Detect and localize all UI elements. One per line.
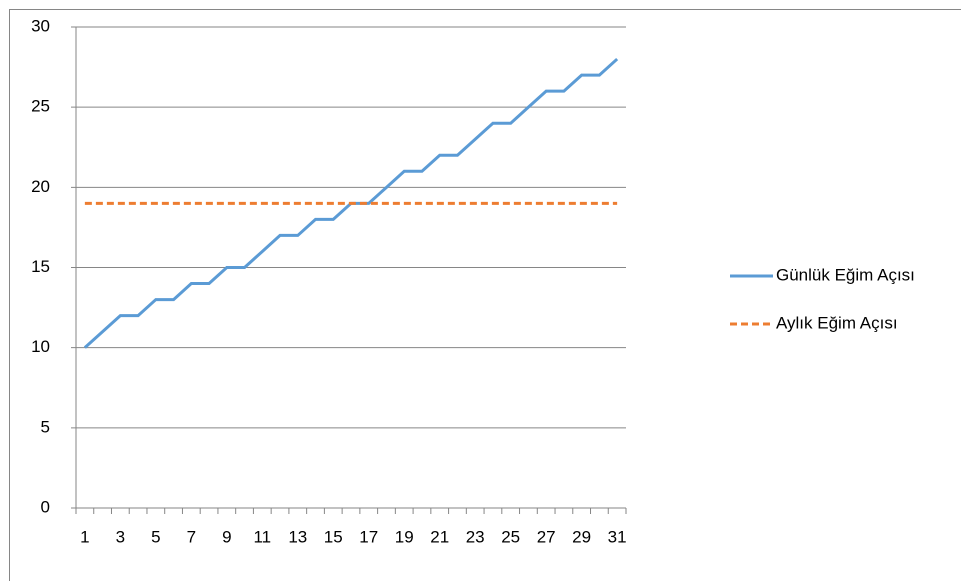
y-tick-label: 30 — [31, 16, 50, 35]
y-tick-label: 10 — [31, 337, 50, 356]
x-tick-label: 25 — [501, 527, 520, 546]
x-tick-label: 23 — [466, 527, 485, 546]
chart-border — [9, 9, 961, 581]
legend-label: Aylık Eğim Açısı — [776, 313, 898, 332]
y-tick-label: 20 — [31, 177, 50, 196]
x-tick-label: 21 — [430, 527, 449, 546]
x-tick-label: 29 — [572, 527, 591, 546]
x-tick-label: 17 — [359, 527, 378, 546]
x-tick-label: 5 — [151, 527, 160, 546]
x-tick-label: 1 — [80, 527, 89, 546]
legend-label: Günlük Eğim Açısı — [776, 265, 915, 284]
x-tick-label: 9 — [222, 527, 231, 546]
y-tick-label: 0 — [41, 497, 50, 516]
y-tick-label: 25 — [31, 97, 50, 116]
x-tick-label: 11 — [253, 527, 271, 546]
x-tick-label: 15 — [324, 527, 343, 546]
x-tick-label: 31 — [608, 527, 627, 546]
x-tick-label: 3 — [116, 527, 125, 546]
x-tick-label: 27 — [537, 527, 556, 546]
x-tick-label: 13 — [288, 527, 307, 546]
x-tick-label: 19 — [395, 527, 414, 546]
y-tick-label: 15 — [31, 257, 50, 276]
x-tick-label: 7 — [187, 527, 196, 546]
y-tick-label: 5 — [41, 417, 50, 436]
